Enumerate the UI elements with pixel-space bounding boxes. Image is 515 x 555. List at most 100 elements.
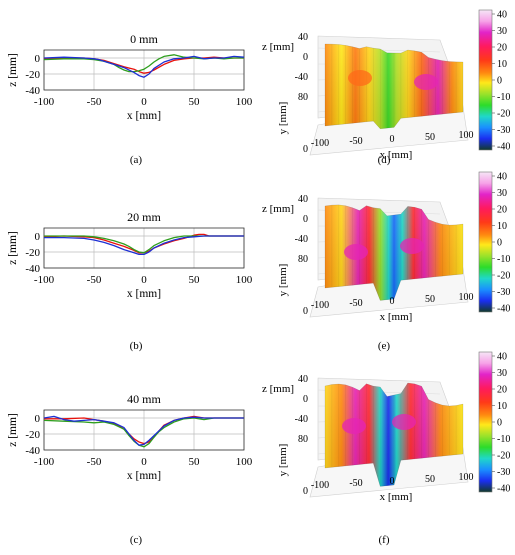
y-tick-label: -40 <box>25 445 40 457</box>
colorbar-tick-label: -40 <box>497 304 510 315</box>
chart-title: 20 mm <box>127 210 161 224</box>
z-tick-label: -40 <box>295 234 308 245</box>
x-tick-label: 100 <box>236 456 253 468</box>
line-chart-b: 20 mm 0 -20 -40-100 -50 0 50 100 x [mm] z [mm] (b) <box>7 210 253 352</box>
colorbar-tick-label: 10 <box>497 401 507 412</box>
colorbar-tick-label: 20 <box>497 205 507 216</box>
z-tick-label: 40 <box>298 374 308 385</box>
colorbar-tick-label: 40 <box>497 172 507 183</box>
x-tick-label: 50 <box>189 274 201 286</box>
x-tick-label: -50 <box>87 456 102 468</box>
colorbar-tick-label: -20 <box>497 109 510 120</box>
x-tick-label: 50 <box>425 294 435 305</box>
x-tick-label: -50 <box>349 136 362 147</box>
y-tick-label: 0 <box>303 486 308 497</box>
x-axis-label: x [mm] <box>127 470 161 482</box>
panel-caption: (c) <box>130 534 143 546</box>
y-tick-label: 80 <box>298 434 308 445</box>
surface-shading <box>325 44 463 129</box>
panel-caption: (a) <box>130 154 143 166</box>
x-tick-label: 50 <box>425 474 435 485</box>
colorbar-tick-label: -10 <box>497 92 510 103</box>
colorbar-tick-label: 0 <box>497 76 502 87</box>
x-tick-label: 50 <box>189 96 201 108</box>
y-axis-label: z [mm] <box>7 231 19 265</box>
x-axis-label: x [mm] <box>127 288 161 300</box>
plot-frame <box>43 227 245 269</box>
colorbar-tick-label: 0 <box>497 238 502 249</box>
z-tick-label: 0 <box>303 214 308 225</box>
peak-region <box>344 244 368 260</box>
z-axis-label: z [mm] <box>262 41 294 53</box>
x-tick-label: 100 <box>459 130 474 141</box>
x-tick-label: 0 <box>390 296 395 307</box>
colorbar-tick-label: -20 <box>497 451 510 462</box>
y-axis-label: z [mm] <box>7 53 19 87</box>
colorbar-tick-label: 30 <box>497 368 507 379</box>
y-tick-label: -20 <box>25 69 40 81</box>
x-tick-label: 0 <box>390 476 395 487</box>
x-axis-label: x [mm] <box>380 149 413 161</box>
peak-region <box>348 70 372 86</box>
surface-shading <box>325 383 463 487</box>
z-tick-label: 0 <box>303 52 308 63</box>
x-tick-label: -100 <box>311 480 329 491</box>
x-tick-label: -100 <box>311 300 329 311</box>
colorbar-tick-label: 40 <box>497 10 507 21</box>
x-tick-label: -100 <box>34 456 55 468</box>
colorbar-tick-label: 30 <box>497 26 507 37</box>
panel-caption: (b) <box>130 340 143 352</box>
peak-region <box>400 238 424 254</box>
y-tick-label: 80 <box>298 92 308 103</box>
y-tick-label: 0 <box>35 231 41 243</box>
x-tick-label: 0 <box>141 274 147 286</box>
x-tick-label: 0 <box>141 456 147 468</box>
y-tick-label: 0 <box>35 413 41 425</box>
y-tick-label: 0 <box>35 53 41 65</box>
x-tick-label: -100 <box>34 274 55 286</box>
colorbar <box>478 171 493 313</box>
colorbar-tick-label: -40 <box>497 142 510 153</box>
peak-region <box>414 74 438 90</box>
y-axis-label: z [mm] <box>7 413 19 447</box>
x-tick-label: 100 <box>236 96 253 108</box>
colorbar-tick-label: 40 <box>497 352 507 363</box>
colorbar-tick-label: -30 <box>497 467 510 478</box>
chart-title: 40 mm <box>127 392 161 406</box>
y-tick-label: -20 <box>25 247 40 259</box>
line-chart-c: 40 mm 0 -20 -40-100 -50 0 50 100 x [mm] z [mm] (c) <box>7 392 253 546</box>
surface-shading <box>325 204 463 301</box>
y-tick-label: 0 <box>303 144 308 155</box>
colorbar-tick-label: -10 <box>497 434 510 445</box>
colorbar-tick-label: 20 <box>497 385 507 396</box>
peak-region <box>342 418 366 434</box>
series-line-blue <box>43 415 244 446</box>
panel-caption: (d) <box>378 154 391 166</box>
colorbar-tick-label: -10 <box>497 254 510 265</box>
z-tick-label: 0 <box>303 394 308 405</box>
z-tick-label: -40 <box>295 72 308 83</box>
colorbar-tick-label: 10 <box>497 59 507 70</box>
z-axis-label: z [mm] <box>262 383 294 395</box>
x-tick-label: 100 <box>459 472 474 483</box>
z-tick-label: 40 <box>298 32 308 43</box>
x-tick-label: -50 <box>349 478 362 489</box>
x-tick-label: 100 <box>459 292 474 303</box>
z-tick-label: -40 <box>295 414 308 425</box>
z-axis-label: z [mm] <box>262 203 294 215</box>
series-line-blue <box>44 235 244 256</box>
x-axis-label: x [mm] <box>380 311 413 323</box>
x-axis-label: x [mm] <box>127 110 161 122</box>
x-tick-label: 0 <box>141 96 147 108</box>
x-axis-label: x [mm] <box>380 491 413 503</box>
peak-region <box>392 414 416 430</box>
colorbar-tick-label: -30 <box>497 125 510 136</box>
colorbar-tick-label: 10 <box>497 221 507 232</box>
colorbar-tick-label: 30 <box>497 188 507 199</box>
